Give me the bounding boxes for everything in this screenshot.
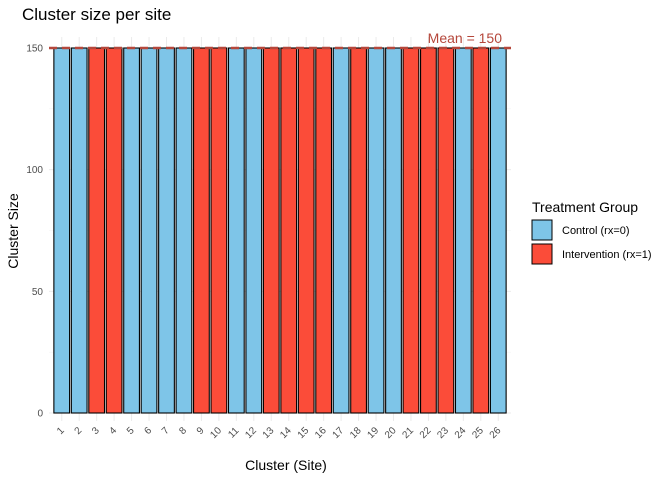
x-tick-label: 3 bbox=[90, 425, 102, 437]
x-tick-label: 13 bbox=[261, 425, 277, 441]
y-tick-label: 100 bbox=[26, 165, 43, 176]
bar-cluster-15 bbox=[297, 47, 315, 414]
x-tick-label: 7 bbox=[160, 425, 172, 437]
bar-cluster-2 bbox=[70, 47, 88, 414]
mean-line-group: Mean = 150 bbox=[49, 30, 511, 50]
x-tick-label: 1 bbox=[55, 425, 67, 437]
bar-cluster-23 bbox=[437, 47, 455, 414]
bar-cluster-17 bbox=[332, 47, 350, 414]
x-tick-label: 2 bbox=[73, 425, 85, 437]
x-tick-label: 6 bbox=[142, 425, 154, 437]
bar-cluster-18 bbox=[350, 47, 367, 414]
x-tick-label: 14 bbox=[278, 425, 294, 441]
y-tick-label: 0 bbox=[37, 409, 43, 420]
chart-title: Cluster size per site bbox=[22, 5, 171, 24]
bar-cluster-20 bbox=[385, 47, 402, 414]
bar-cluster-1 bbox=[53, 47, 71, 414]
x-tick-label: 20 bbox=[383, 425, 399, 441]
y-axis-title: Cluster Size bbox=[5, 193, 21, 269]
x-axis-title: Cluster (Site) bbox=[245, 457, 327, 473]
y-ticks: 0 50 100 150 bbox=[26, 44, 43, 420]
y-tick-label: 50 bbox=[32, 287, 44, 298]
x-tick-label: 12 bbox=[243, 425, 259, 441]
bar-cluster-3 bbox=[88, 47, 106, 414]
x-tick-label: 25 bbox=[470, 425, 486, 441]
bar-cluster-12 bbox=[245, 47, 263, 414]
bar-cluster-11 bbox=[227, 47, 245, 414]
bar-cluster-10 bbox=[210, 47, 228, 414]
bar-cluster-19 bbox=[367, 47, 385, 414]
x-tick-label: 26 bbox=[488, 425, 504, 441]
bar-cluster-7 bbox=[158, 47, 175, 414]
bar-cluster-6 bbox=[140, 47, 158, 414]
legend-label-intervention: Intervention (rx=1) bbox=[562, 249, 652, 261]
bar-cluster-24 bbox=[454, 47, 472, 414]
legend-label-control: Control (rx=0) bbox=[562, 225, 630, 237]
x-tick-label: 5 bbox=[125, 425, 137, 437]
legend-title: Treatment Group bbox=[532, 199, 638, 215]
x-tick-label: 19 bbox=[366, 425, 382, 441]
bar-cluster-13 bbox=[262, 47, 280, 414]
bar-cluster-5 bbox=[123, 47, 140, 414]
x-tick-label: 17 bbox=[331, 425, 347, 441]
x-tick-label: 15 bbox=[296, 425, 312, 441]
bar-cluster-16 bbox=[315, 47, 333, 414]
x-tick-label: 10 bbox=[208, 425, 224, 441]
bar-cluster-9 bbox=[193, 47, 210, 414]
y-tick-label: 150 bbox=[26, 44, 43, 55]
x-tick-label: 22 bbox=[418, 425, 434, 441]
x-tick-label: 18 bbox=[348, 425, 364, 441]
x-tick-label: 16 bbox=[313, 425, 329, 441]
x-tick-label: 21 bbox=[400, 425, 416, 441]
bar-cluster-25 bbox=[472, 47, 490, 414]
bar-cluster-21 bbox=[402, 47, 420, 414]
x-tick-label: 24 bbox=[453, 425, 469, 441]
bar-cluster-22 bbox=[420, 47, 437, 414]
bar-cluster-4 bbox=[105, 47, 123, 414]
mean-line-label: Mean = 150 bbox=[428, 30, 503, 46]
x-tick-label: 11 bbox=[226, 425, 241, 440]
legend-swatch-control bbox=[531, 219, 553, 241]
x-tick-label: 23 bbox=[435, 425, 451, 441]
bar-cluster-26 bbox=[489, 47, 507, 414]
bar-cluster-14 bbox=[280, 47, 298, 414]
legend-swatch-intervention bbox=[531, 243, 553, 265]
x-tick-label: 9 bbox=[195, 425, 207, 437]
legend: Treatment Group Control (rx=0) Intervent… bbox=[531, 199, 652, 265]
bar-cluster-8 bbox=[175, 47, 193, 414]
x-tick-label: 8 bbox=[177, 425, 189, 437]
x-ticks: 1 2 3 4 5 6 7 8 9 10 11 12 13 14 15 16 17 18 19 20 21 22 23 24 2… bbox=[55, 425, 504, 441]
x-tick-label: 4 bbox=[108, 425, 120, 437]
